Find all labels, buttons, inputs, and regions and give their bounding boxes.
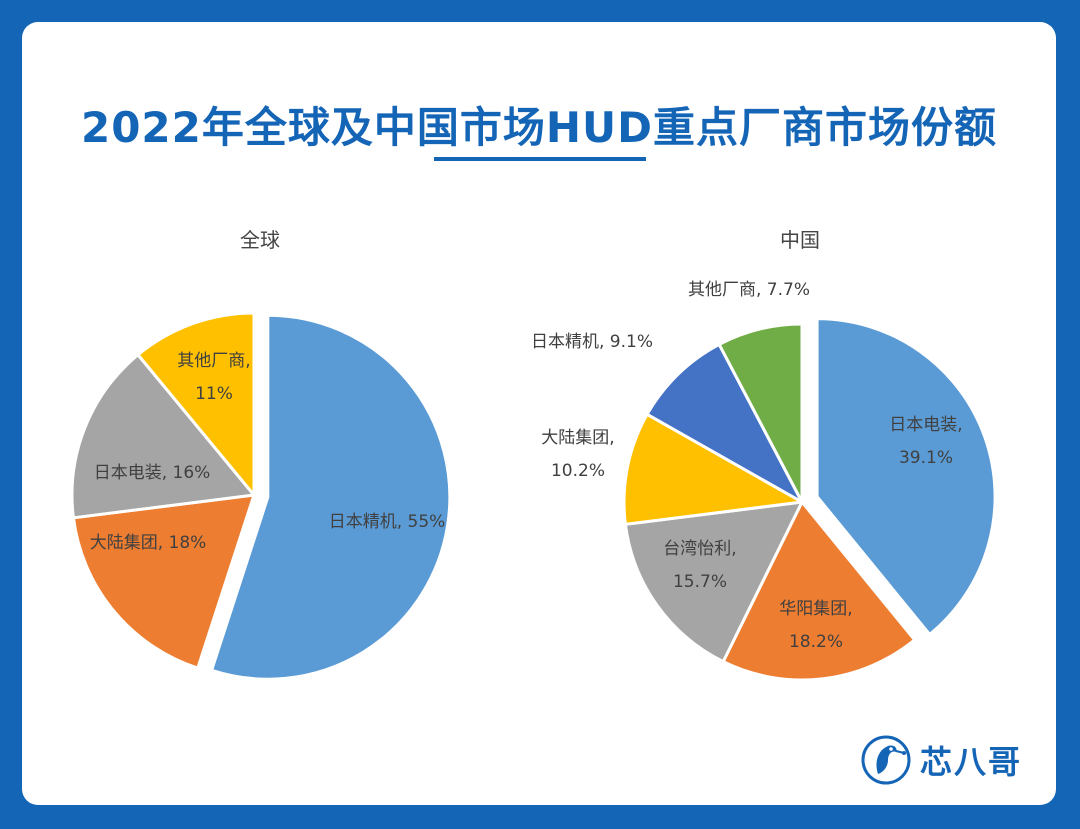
pie-slice bbox=[645, 342, 806, 506]
slice-name-value: 日本精机, 55% bbox=[329, 512, 446, 532]
brand-logo: 芯八哥 bbox=[860, 732, 1022, 788]
pie-slice bbox=[622, 412, 807, 526]
slice-label: 日本电装, 16% bbox=[94, 463, 211, 483]
slice-label: 台湾怡利, 15.7% bbox=[663, 539, 736, 592]
slice-label: 大陆集团, 18% bbox=[90, 533, 207, 553]
pie-slice bbox=[721, 499, 917, 682]
slice-label: 日本精机, 55% bbox=[329, 512, 446, 532]
slice-label: 其他厂商, 11% bbox=[177, 351, 250, 404]
slice-label: 日本精机, 9.1% bbox=[531, 332, 653, 352]
slice-label: 日本电装, 39.1% bbox=[889, 415, 962, 468]
slice-name-value: 日本精机, 9.1% bbox=[531, 332, 653, 352]
pie-chart-title: 中国 bbox=[780, 228, 820, 252]
slice-value: 11% bbox=[195, 384, 233, 404]
slice-value: 18.2% bbox=[789, 632, 843, 652]
slice-value: 10.2% bbox=[551, 461, 605, 481]
pie-slice bbox=[70, 352, 257, 520]
pie-slice bbox=[135, 311, 256, 500]
slice-name: 台湾怡利, bbox=[663, 539, 736, 559]
pie-slice bbox=[815, 317, 997, 637]
slice-label: 华阳集团, 18.2% bbox=[779, 599, 852, 652]
bird-circuit-icon bbox=[861, 735, 911, 785]
slice-value: 15.7% bbox=[673, 572, 727, 592]
slice-label: 其他厂商, 7.7% bbox=[688, 280, 810, 300]
slice-name: 其他厂商, bbox=[177, 351, 250, 371]
slice-label: 大陆集团, 10.2% bbox=[541, 428, 614, 481]
pie-slice bbox=[209, 313, 452, 681]
pie-chart-title: 全球 bbox=[240, 228, 280, 252]
pie-slice bbox=[623, 500, 805, 664]
slice-name: 日本电装, bbox=[889, 415, 962, 435]
slice-name-value: 日本电装, 16% bbox=[94, 463, 211, 483]
slice-name: 华阳集团, bbox=[779, 599, 852, 619]
title-underline bbox=[434, 157, 646, 161]
pie-slice bbox=[717, 322, 804, 503]
brand-name: 芯八哥 bbox=[920, 743, 1023, 781]
slice-name-value: 其他厂商, 7.7% bbox=[688, 280, 810, 300]
page-title: 2022年全球及中国市场HUD重点厂商市场份额 bbox=[80, 103, 997, 152]
slice-value: 39.1% bbox=[899, 448, 953, 468]
pie-slice bbox=[71, 493, 257, 670]
chart-card: 2022年全球及中国市场HUD重点厂商市场份额 全球日本精机, 55% 大陆集团,… bbox=[22, 22, 1056, 805]
slice-name-value: 大陆集团, 18% bbox=[90, 533, 207, 553]
slice-name: 大陆集团, bbox=[541, 428, 614, 448]
